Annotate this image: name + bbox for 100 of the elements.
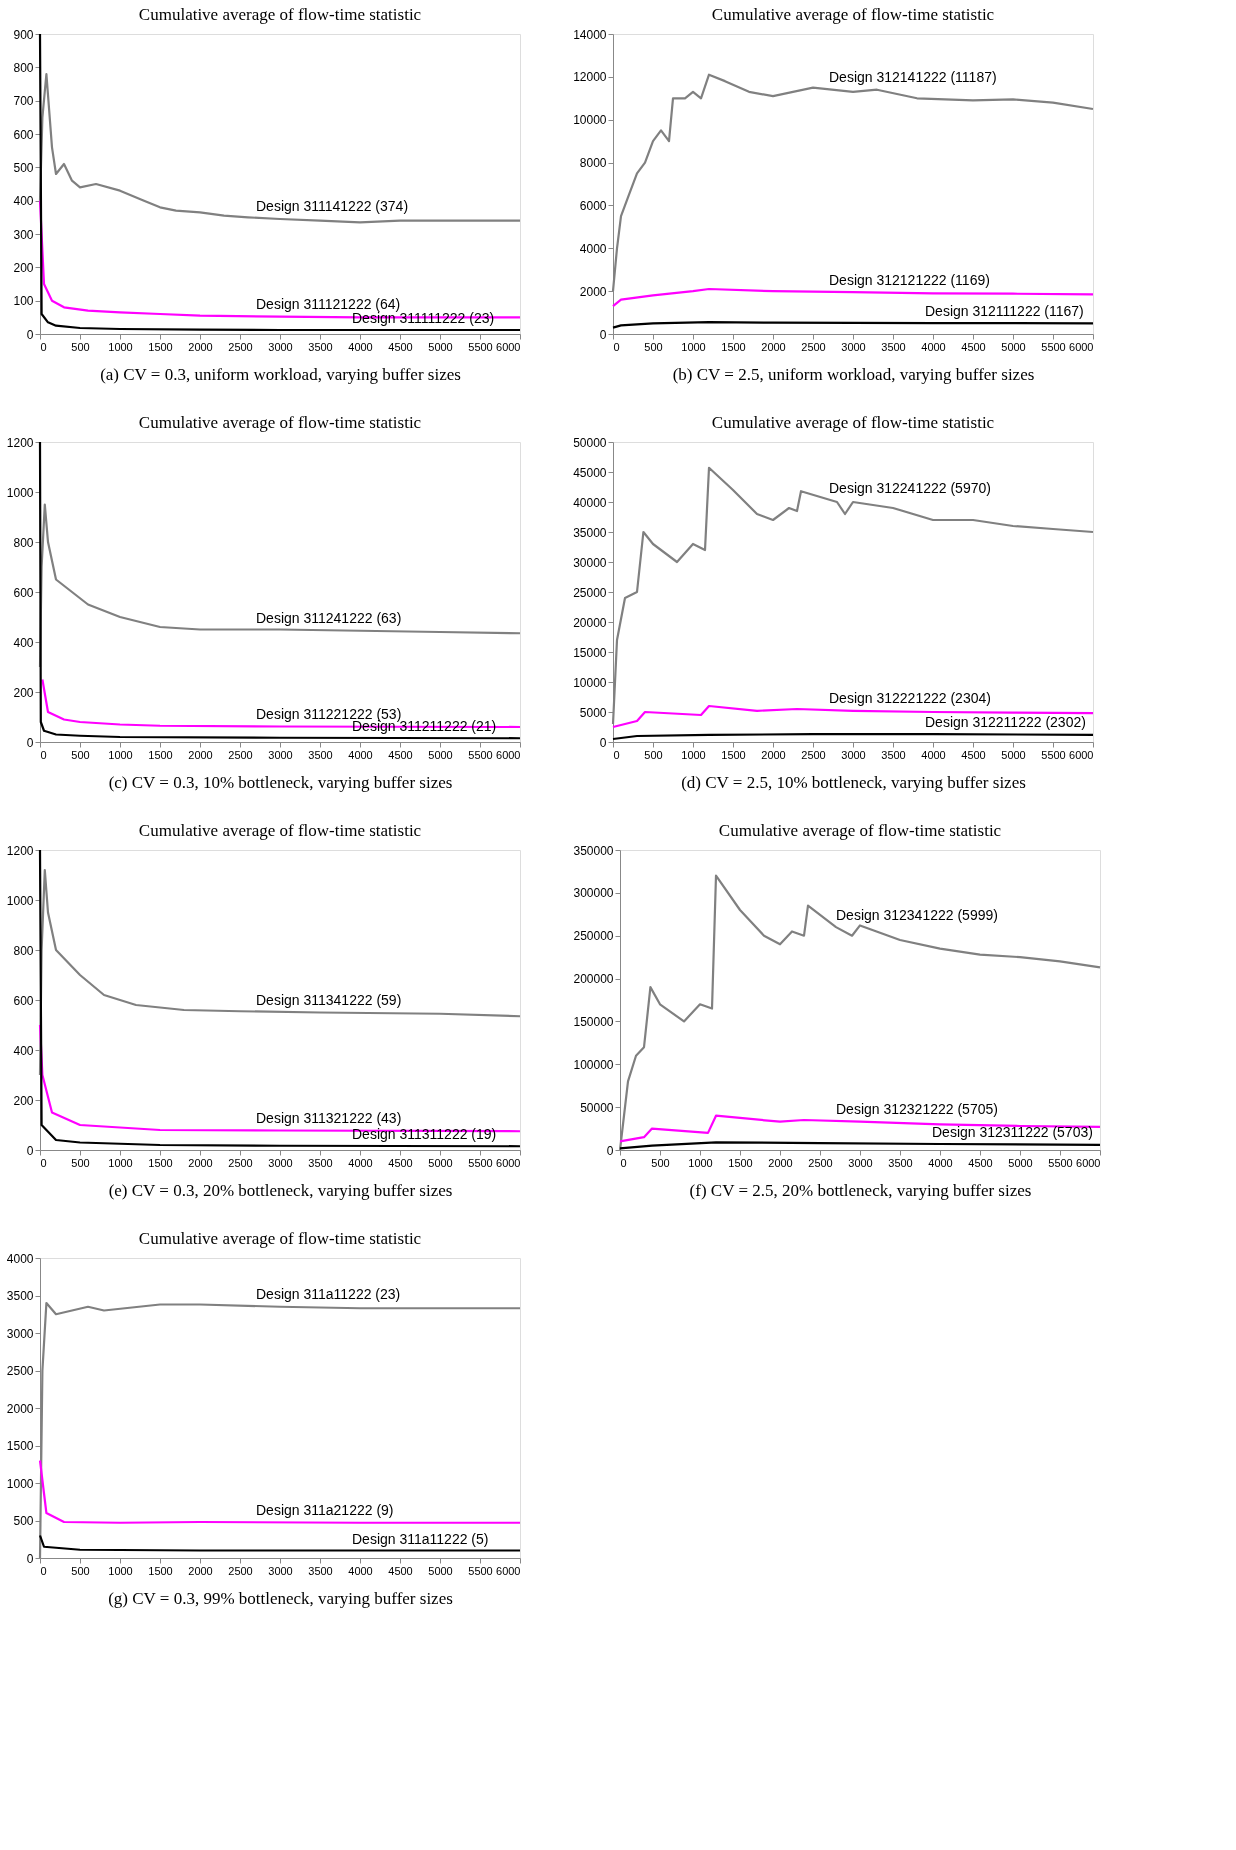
x-tick-label: 1000 <box>681 748 706 761</box>
x-tick-label: 6000 <box>496 748 521 761</box>
x-tick-label: 0 <box>40 1156 47 1169</box>
y-tick-label: 400 <box>13 1043 34 1058</box>
x-tick-label: 1500 <box>728 1156 753 1169</box>
y-tick-label: 0 <box>26 735 34 750</box>
x-tick-label: 500 <box>644 748 663 761</box>
x-tick-label: 5500 <box>1048 1156 1073 1169</box>
x-tick-label: 4500 <box>388 340 413 353</box>
series-label: Design 312111222 (1167) <box>925 303 1084 320</box>
y-tick-label: 50000 <box>573 435 607 450</box>
y-tick-label: 100 <box>13 294 34 309</box>
y-tick-label: 0 <box>26 1551 34 1566</box>
x-tick-label: 5000 <box>428 1564 453 1577</box>
series-label: Design 312341222 (5999) <box>836 907 998 924</box>
y-tick-label: 1200 <box>6 843 34 858</box>
x-tick-label: 5500 <box>468 340 493 353</box>
x-tick-label: 3500 <box>308 1564 333 1577</box>
series-label: Design 311241222 (63) <box>256 609 402 626</box>
x-tick-label: 3500 <box>308 1156 333 1169</box>
series-label: Design 312211222 (2302) <box>925 714 1086 731</box>
x-tick-label: 1500 <box>148 1564 173 1577</box>
y-tick-label: 1000 <box>6 1476 34 1491</box>
y-tick-label: 2000 <box>6 1401 34 1416</box>
y-tick-label: 10000 <box>573 675 607 690</box>
y-tick-label: 1200 <box>6 435 34 450</box>
y-tick-label: 800 <box>13 60 34 75</box>
y-tick-label: 3500 <box>6 1289 34 1303</box>
x-tick-label: 5000 <box>428 1156 453 1169</box>
series-label: Design 312121222 (1169) <box>829 271 990 288</box>
x-tick-label: 500 <box>644 340 663 353</box>
y-tick-label: 0 <box>26 327 34 342</box>
x-tick-label: 3000 <box>268 340 293 353</box>
y-tick-label: 0 <box>599 735 607 750</box>
y-tick-label: 700 <box>13 94 34 109</box>
y-tick-label: 800 <box>13 535 34 550</box>
x-tick-label: 2500 <box>228 748 253 761</box>
x-tick-label: 0 <box>40 748 47 761</box>
x-tick-label: 2000 <box>761 748 786 761</box>
x-tick-label: 1000 <box>108 748 133 761</box>
series-label: Design 312311222 (5703) <box>932 1123 1093 1140</box>
x-tick-label: 1000 <box>681 340 706 353</box>
x-tick-label: 1500 <box>148 340 173 353</box>
y-tick-label: 4000 <box>579 241 607 256</box>
x-tick-label: 4000 <box>928 1156 953 1169</box>
y-tick-label: 200 <box>13 260 34 275</box>
x-tick-label: 500 <box>71 748 90 761</box>
chart-title: Cumulative average of flow-time statistic <box>711 5 995 24</box>
x-tick-label: 500 <box>651 1156 670 1169</box>
y-tick-label: 150000 <box>573 1014 614 1029</box>
y-tick-label: 50000 <box>580 1100 614 1115</box>
x-tick-label: 6000 <box>496 1564 521 1577</box>
y-tick-label: 40000 <box>573 495 607 510</box>
y-tick-label: 900 <box>13 27 34 42</box>
x-tick-label: 1500 <box>148 748 173 761</box>
y-tick-label: 500 <box>13 160 34 175</box>
y-tick-label: 10000 <box>573 113 607 128</box>
y-tick-label: 2000 <box>579 284 607 299</box>
x-tick-label: 4000 <box>921 748 946 761</box>
chart-title: Cumulative average of flow-time statistic <box>138 1229 422 1248</box>
x-tick-label: 6000 <box>496 340 521 353</box>
x-tick-label: 5000 <box>1001 340 1026 353</box>
x-tick-label: 6000 <box>1069 748 1094 761</box>
y-tick-label: 500 <box>13 1514 34 1528</box>
chart-title: Cumulative average of flow-time statistic <box>138 5 422 24</box>
x-tick-label: 2500 <box>228 1564 253 1577</box>
chart-title: Cumulative average of flow-time statistic <box>711 413 995 432</box>
x-tick-label: 2500 <box>801 748 826 761</box>
y-tick-label: 800 <box>13 943 34 958</box>
x-tick-label: 5000 <box>428 748 453 761</box>
x-tick-label: 3500 <box>308 748 333 761</box>
y-tick-label: 45000 <box>573 465 607 480</box>
y-tick-label: 1000 <box>6 485 34 500</box>
x-tick-label: 4500 <box>961 340 986 353</box>
x-tick-label: 4500 <box>968 1156 993 1169</box>
y-tick-label: 8000 <box>579 156 607 171</box>
y-tick-label: 250000 <box>573 929 614 944</box>
y-tick-label: 350000 <box>573 843 614 858</box>
series-label: Design 312321222 (5705) <box>836 1100 998 1117</box>
x-tick-label: 1500 <box>148 1156 173 1169</box>
x-tick-label: 5500 <box>468 748 493 761</box>
y-tick-label: 6000 <box>579 198 607 213</box>
x-tick-label: 1000 <box>688 1156 713 1169</box>
chart-title: Cumulative average of flow-time statistic <box>138 413 422 432</box>
x-axis-title: (d) CV = 2.5, 10% bottleneck, varying buffer sizes <box>681 772 1026 792</box>
x-tick-label: 3000 <box>841 340 866 353</box>
y-tick-label: 600 <box>13 585 34 600</box>
x-tick-label: 500 <box>71 340 90 353</box>
y-tick-label: 2500 <box>6 1364 34 1378</box>
series-label: Design 311321222 (43) <box>256 1110 402 1127</box>
x-tick-label: 4000 <box>348 1156 373 1169</box>
y-tick-label: 0 <box>606 1143 614 1158</box>
y-tick-label: 400 <box>13 635 34 650</box>
x-tick-label: 3500 <box>308 340 333 353</box>
chart-title: Cumulative average of flow-time statistic <box>718 821 1002 840</box>
x-tick-label: 2500 <box>228 1156 253 1169</box>
x-tick-label: 0 <box>40 340 47 353</box>
y-tick-label: 300000 <box>573 886 614 901</box>
x-tick-label: 2000 <box>768 1156 793 1169</box>
y-tick-label: 1000 <box>6 893 34 908</box>
